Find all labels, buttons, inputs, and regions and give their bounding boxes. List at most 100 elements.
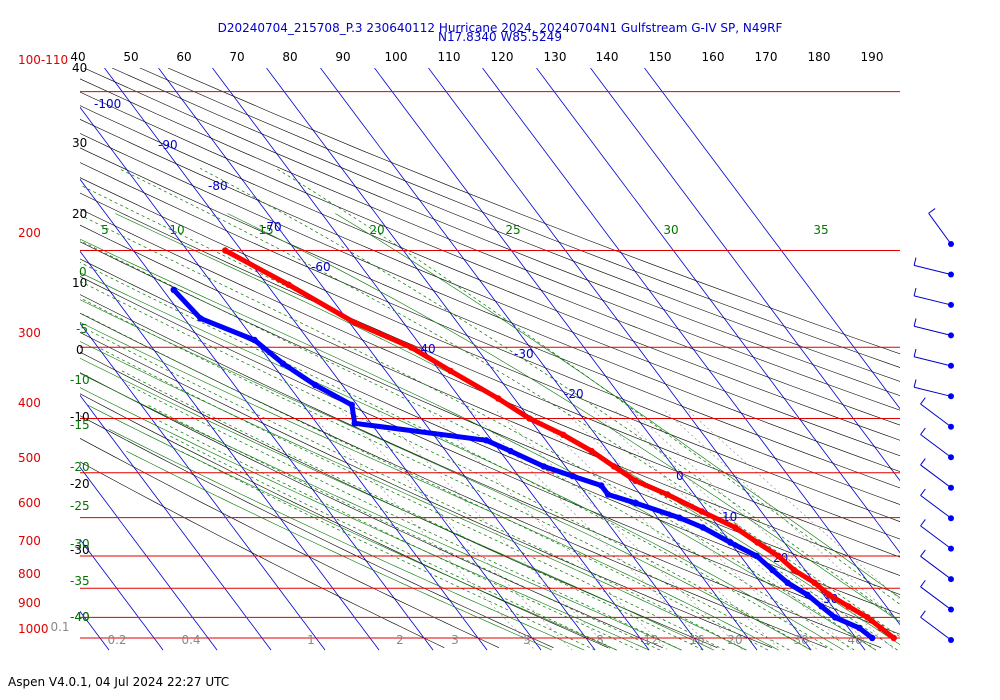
isotherm-label: -60 [311, 260, 331, 274]
temperature-point [664, 491, 671, 498]
mixing-ratio-label: 2 [396, 633, 404, 647]
dry-adiabat-line [80, 177, 900, 522]
wind-barb [913, 287, 954, 308]
dewpoint-point [804, 591, 811, 598]
mixing-ratio-line [496, 410, 744, 651]
temperature-point [811, 579, 818, 586]
top-tick-label: 100 [385, 50, 408, 64]
wind-barb-flag [920, 580, 926, 588]
dry-adiabat-line [80, 119, 900, 457]
chart-title: D20240704_215708_P.3 230640112 Hurricane… [217, 21, 783, 35]
chart-subtitle: N17.8340 W85.5249 [438, 30, 562, 44]
dewpoint-point [869, 634, 876, 642]
dry-adiabat-line [80, 162, 900, 505]
dewpoint-point [507, 447, 514, 455]
temperature-point [560, 431, 567, 438]
isotherm-label: 0 [676, 469, 684, 483]
isotherm-line [536, 68, 900, 554]
dry-adiabat-line [80, 105, 900, 441]
theta-e-label: 35 [813, 223, 828, 237]
wind-barb-flag [920, 397, 926, 405]
mixing-ratio-line [564, 410, 819, 651]
moist-adiabat-line [80, 240, 855, 651]
moist-adiabat-label: -10 [70, 373, 90, 387]
moist-adiabat-label: -40 [70, 610, 90, 624]
pressure-tick-label: 200 [18, 226, 41, 240]
dewpoint-point [170, 286, 177, 293]
mixing-ratio-line [341, 410, 573, 651]
wind-barb [920, 427, 954, 461]
dry-adiabat-label: 20 [72, 207, 87, 221]
isotherm-line [590, 68, 900, 482]
wind-barb-flag [920, 519, 926, 527]
temperature-point [825, 591, 833, 598]
dry-adiabat-label: 40 [72, 61, 87, 75]
mixing-ratio-line [377, 410, 612, 651]
temperature-point [732, 524, 739, 531]
dry-adiabat-line [80, 208, 900, 558]
theta-e-line [80, 321, 779, 651]
theta-e-line [80, 373, 682, 651]
pressure-tick-label: 600 [18, 496, 41, 510]
pressure-tick-label: 300 [18, 326, 41, 340]
wind-barb-dot [948, 332, 954, 339]
temperature-point [791, 566, 798, 574]
dewpoint-point [604, 491, 612, 498]
dewpoint-point [769, 566, 776, 574]
wind-barb-flag [920, 427, 926, 435]
temperature-point [495, 395, 502, 402]
isotherm-line [0, 68, 55, 650]
isotherm-line [80, 250, 380, 651]
dry-adiabat-line [80, 147, 900, 489]
wind-barb-staff [920, 434, 952, 458]
top-tick-label: 130 [544, 50, 567, 64]
dewpoint-point [856, 624, 863, 632]
dry-adiabat-label: -20 [70, 477, 90, 491]
pressure-tick-label: 400 [18, 396, 41, 410]
moist-adiabat-label: -30 [70, 537, 90, 551]
temperature-point [890, 634, 897, 642]
temperature-point [698, 508, 705, 515]
dry-adiabat-label: 30 [72, 136, 87, 150]
pressure-tick-label: 800 [18, 567, 41, 581]
dewpoint-point [279, 360, 287, 367]
wind-barb [913, 257, 954, 278]
dry-adiabat-line [80, 258, 900, 615]
dewpoint-point [540, 463, 547, 470]
wind-barb-flag [920, 549, 926, 557]
dry-adiabat-line [80, 312, 827, 648]
wind-barb-staff [920, 495, 952, 519]
moist-adiabat-line [275, 168, 900, 605]
dry-adiabat-label: -40 [70, 610, 90, 624]
mixing-ratio-label: 5 [523, 633, 531, 647]
mixing-ratio-line [688, 410, 900, 601]
isotherm-label: -80 [208, 179, 228, 193]
dry-adiabat-line [83, 68, 900, 397]
moist-adiabat-line [199, 168, 900, 622]
wind-barb-staff [928, 212, 952, 245]
dry-adiabat-line [80, 276, 900, 635]
dry-adiabat-label: 10 [72, 276, 87, 290]
temperature-point [222, 247, 229, 254]
moist-adiabat-label: -25 [70, 499, 90, 513]
temperature-point [447, 367, 454, 375]
wind-barb-flag [920, 610, 926, 618]
dewpoint-point [351, 420, 358, 427]
temperature-point [351, 319, 359, 327]
theta-e-line [80, 357, 715, 651]
wind-barb [913, 348, 954, 369]
dry-adiabat-label: 0 [76, 343, 84, 357]
mixing-ratio-label: 3 [451, 633, 459, 647]
wind-barb-staff [913, 386, 952, 397]
theta-e-line [108, 428, 585, 651]
theta-e-label: 15 [258, 223, 273, 237]
top-tick-label: 140 [596, 50, 619, 64]
pressure-tick-label: 500 [18, 451, 41, 465]
dry-adiabat-label: -10 [70, 410, 90, 424]
dewpoint-point [197, 315, 204, 322]
isotherm-line [158, 68, 596, 651]
temperature-point [610, 463, 618, 470]
wind-barb [920, 580, 954, 613]
dewpoint-point [784, 579, 791, 586]
theta-e-line [80, 387, 650, 651]
